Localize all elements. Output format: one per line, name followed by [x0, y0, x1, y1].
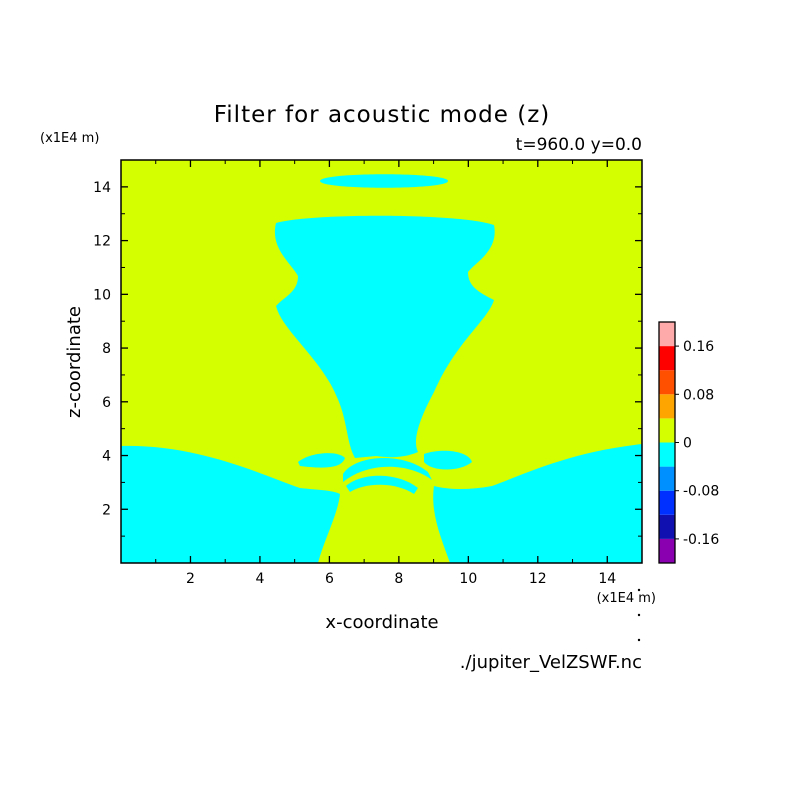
- x-tick-label: 10: [459, 571, 477, 587]
- central-funnel-region: [274, 215, 495, 458]
- right-blob-region: [424, 450, 472, 470]
- y-tick-label: 6: [102, 395, 111, 411]
- left-blob-region: [298, 453, 345, 468]
- y-tick-label: 12: [93, 234, 111, 250]
- negative-regions: [121, 174, 642, 563]
- x-tick-label: 8: [394, 571, 403, 587]
- colorbar-label: -0.08: [683, 484, 719, 500]
- colorbar: 0.16 0.08 0 -0.08 -0.16: [658, 321, 719, 564]
- x-tick-label: 6: [325, 571, 334, 587]
- colorbar-swatch: [659, 466, 675, 491]
- chart-subtitle: t=960.0 y=0.0: [516, 135, 642, 155]
- colorbar-swatch: [659, 346, 675, 371]
- x-unit-label: (x1E4 m): [597, 591, 656, 606]
- x-tick-label: 2: [186, 571, 195, 587]
- top-ellipse-region: [320, 174, 448, 188]
- colorbar-label: -0.16: [683, 532, 719, 548]
- colorbar-label: 0: [683, 436, 692, 452]
- y-tick-label: 4: [102, 449, 111, 465]
- colorbar-label: 0.08: [683, 387, 714, 403]
- source-file-label: ./jupiter_VelZSWF.nc: [460, 652, 642, 673]
- colorbar-swatch: [659, 538, 675, 563]
- chart-title: Filter for acoustic mode (z): [214, 102, 551, 128]
- x-tick-label: 14: [598, 571, 616, 587]
- bottom-left-region: [121, 445, 340, 563]
- x-axis-ticks: 2 4 6 8 10 12 14: [155, 160, 616, 587]
- colorbar-swatch: [659, 370, 675, 395]
- colorbar-swatch: [659, 394, 675, 419]
- colorbar-swatch: [659, 442, 675, 467]
- colorbar-swatch: [659, 322, 675, 347]
- y-tick-label: 2: [102, 502, 111, 518]
- y-tick-label: 10: [93, 287, 111, 303]
- y-tick-label: 14: [93, 180, 111, 196]
- plot-area: 2 4 6 8 10 12 14 2 4 6 8 10 12 14: [93, 159, 643, 587]
- lower-arc-region: [346, 475, 418, 494]
- inner-arc-region: [343, 457, 432, 482]
- colorbar-swatch: [659, 490, 675, 515]
- marker-dot: [637, 588, 641, 592]
- y-axis-ticks: 2 4 6 8 10 12 14: [93, 180, 642, 537]
- marker-dot: [637, 613, 641, 617]
- plot-frame: [120, 159, 643, 564]
- marker-dot: [637, 638, 641, 642]
- colorbar-swatch: [659, 418, 675, 443]
- colorbar-swatch: [659, 514, 675, 539]
- y-unit-label: (x1E4 m): [40, 131, 99, 146]
- colorbar-label: 0.16: [683, 339, 714, 355]
- x-axis-label: x-coordinate: [325, 612, 438, 633]
- y-axis-label: z-coordinate: [64, 306, 85, 418]
- bottom-right-region: [433, 444, 642, 563]
- y-tick-label: 8: [102, 341, 111, 357]
- x-tick-label: 4: [255, 571, 264, 587]
- x-tick-label: 12: [529, 571, 547, 587]
